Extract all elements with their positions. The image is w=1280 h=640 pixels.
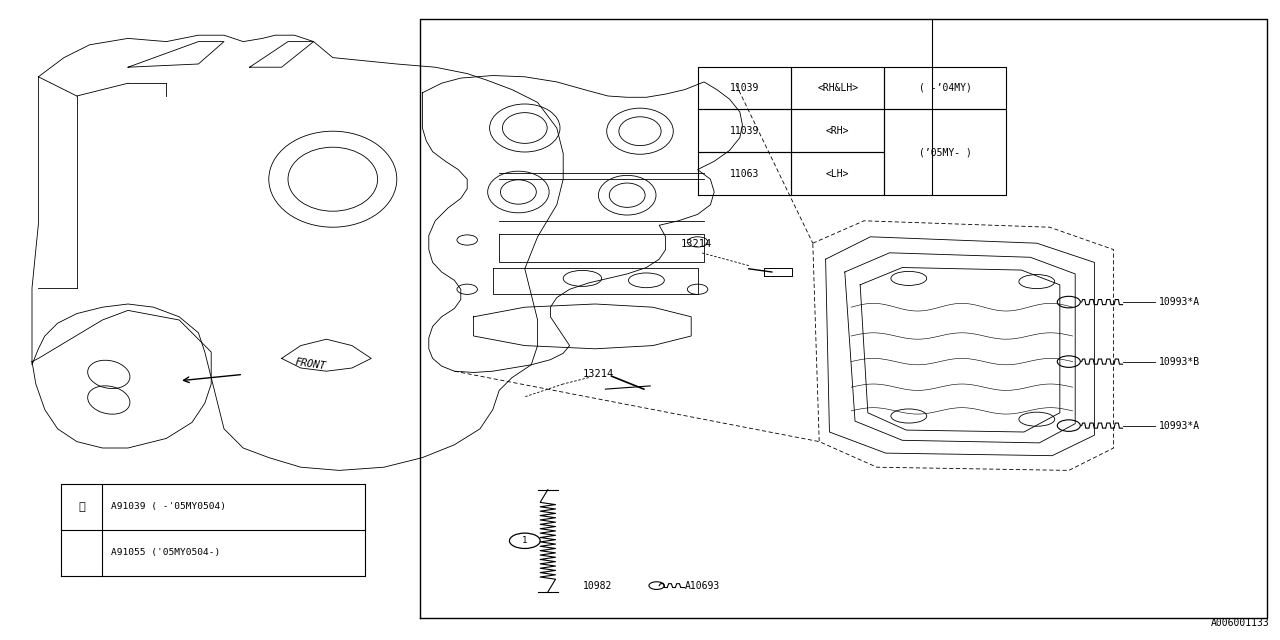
Text: A91055 ('05MY0504-): A91055 ('05MY0504-): [111, 548, 220, 557]
Text: <RH>: <RH>: [826, 126, 850, 136]
Text: ( -’04MY): ( -’04MY): [919, 83, 972, 93]
Text: A91039 ( -'05MY0504): A91039 ( -'05MY0504): [111, 502, 227, 511]
Text: 10982: 10982: [582, 580, 612, 591]
Text: FRONT: FRONT: [294, 357, 326, 371]
Text: 11063: 11063: [730, 169, 759, 179]
Text: ①: ①: [78, 502, 86, 512]
Text: 11039: 11039: [730, 126, 759, 136]
Text: 11039: 11039: [730, 83, 759, 93]
Text: 13214: 13214: [582, 369, 613, 380]
Text: 1: 1: [522, 536, 527, 545]
Text: 10993*A: 10993*A: [1158, 297, 1199, 307]
Text: 13214: 13214: [681, 239, 712, 250]
Text: A006001133: A006001133: [1211, 618, 1270, 628]
Text: (’05MY- ): (’05MY- ): [919, 147, 972, 157]
Text: <LH>: <LH>: [826, 169, 850, 179]
Text: 10993*B: 10993*B: [1158, 356, 1199, 367]
Text: 10993*A: 10993*A: [1158, 420, 1199, 431]
Text: A10693: A10693: [685, 580, 721, 591]
Text: <RH&LH>: <RH&LH>: [817, 83, 859, 93]
